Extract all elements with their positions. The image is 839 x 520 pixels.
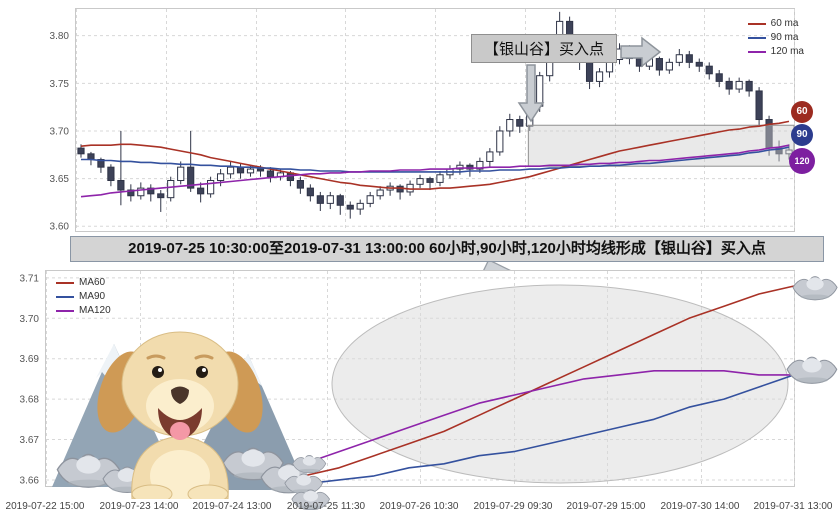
svg-text:3.70: 3.70 <box>50 126 70 137</box>
x-axis-label: 2019-07-22 15:00 <box>5 501 85 512</box>
ma60-line-swatch-icon <box>56 282 74 284</box>
ma-line-chart-canvas: 3.71 3.70 3.69 3.68 3.67 3.66 <box>20 271 795 486</box>
top-legend: 60 ma 90 ma 120 ma <box>747 17 804 59</box>
x-axis-label: 2019-07-29 15:00 <box>566 501 646 512</box>
silver-ingot-icon <box>792 276 838 301</box>
x-axis-label: 2019-07-29 09:30 <box>473 501 553 512</box>
ma90-line-swatch-icon <box>747 37 766 39</box>
legend-label-90ma: 90 ma <box>770 32 799 43</box>
svg-text:3.75: 3.75 <box>50 79 70 90</box>
legend-item-ma120: MA120 <box>56 304 111 318</box>
candlestick-panel: 3.80 3.75 3.70 3.65 3.60 【银山谷】买入点 60 ma 90 m… <box>50 8 804 233</box>
ma120-end-badge: 120 <box>789 148 815 174</box>
x-axis-label: 2019-07-30 14:00 <box>660 501 740 512</box>
legend-item-60ma: 60 ma <box>747 17 804 31</box>
ma120-line-swatch-icon <box>747 51 766 53</box>
x-axis-label: 2019-07-26 10:30 <box>379 501 459 512</box>
legend-label-60ma: 60 ma <box>770 18 799 29</box>
ma60-end-badge: 60 <box>791 101 813 123</box>
svg-text:3.66: 3.66 <box>20 475 40 486</box>
x-axis-label: 2019-07-25 11:30 <box>286 501 366 512</box>
ma90-line-swatch-icon <box>56 296 74 298</box>
ma90-end-badge: 90 <box>791 124 813 146</box>
legend-item-120ma: 120 ma <box>747 45 804 59</box>
candlestick-chart-canvas: 3.80 3.75 3.70 3.65 3.60 <box>50 9 795 233</box>
ma60-line-swatch-icon <box>747 23 766 25</box>
bottom-legend: MA60 MA90 MA120 <box>56 276 111 318</box>
legend-label-ma120: MA120 <box>79 305 111 316</box>
legend-item-ma60: MA60 <box>56 276 111 290</box>
ma120-line-swatch-icon <box>56 310 74 312</box>
svg-text:3.71: 3.71 <box>20 273 40 284</box>
x-axis-label: 2019-07-24 13:00 <box>192 501 272 512</box>
x-axis-label: 2019-07-23 14:00 <box>99 501 179 512</box>
buy-point-callout: 【银山谷】买入点 <box>471 34 618 63</box>
svg-text:3.60: 3.60 <box>50 222 70 233</box>
svg-text:3.70: 3.70 <box>20 314 40 325</box>
legend-label-ma90: MA90 <box>79 291 106 302</box>
legend-item-90ma: 90 ma <box>747 31 804 45</box>
svg-text:3.67: 3.67 <box>20 435 40 446</box>
date-range-caption: 2019-07-25 10:30:00至2019-07-31 13:00:00 … <box>70 236 824 262</box>
legend-label-ma60: MA60 <box>79 277 106 288</box>
svg-text:3.69: 3.69 <box>20 354 40 365</box>
svg-text:3.65: 3.65 <box>50 174 70 185</box>
svg-text:3.80: 3.80 <box>50 31 70 42</box>
ma-zoom-panel: 3.71 3.70 3.69 3.68 3.67 3.66 MA60 MA90 MA120 <box>20 270 795 487</box>
legend-label-120ma: 120 ma <box>770 46 804 57</box>
legend-item-ma90: MA90 <box>56 290 111 304</box>
x-axis-label: 2019-07-31 13:00 <box>753 501 833 512</box>
svg-text:3.68: 3.68 <box>20 395 40 406</box>
